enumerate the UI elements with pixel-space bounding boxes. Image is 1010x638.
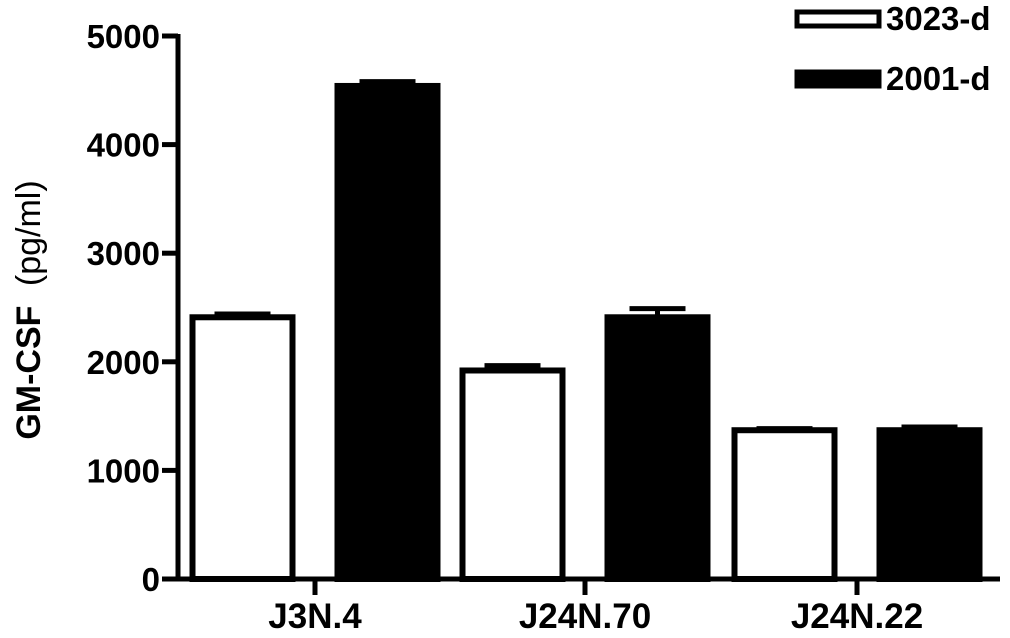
y-tick-label: 1000 <box>87 452 160 489</box>
bar-3023-d-J24N.70 <box>459 367 566 582</box>
y-tick-label: 3000 <box>87 235 160 272</box>
legend-swatch-2001-d <box>794 69 882 89</box>
y-ticks: 0 1000 2000 3000 4000 5000 <box>87 18 178 598</box>
y-axis-title: GM-CSF (pg/ml) <box>10 180 48 439</box>
x-tick-label: J3N.4 <box>268 597 362 636</box>
legend-swatch-3023-d <box>794 9 882 29</box>
y-axis-title-main: GM-CSF <box>10 306 48 440</box>
bar-3023-d-J24N.22 <box>731 427 838 582</box>
x-tick-label: J24N.70 <box>519 597 651 636</box>
error-bars <box>214 79 958 432</box>
y-tick-label: 0 <box>142 561 160 598</box>
y-tick-label: 5000 <box>87 18 160 55</box>
x-tick-label: J24N.22 <box>791 597 923 636</box>
y-axis-title-unit: (pg/ml) <box>10 180 48 286</box>
bar-2001-d-J24N.70 <box>604 314 711 582</box>
legend-label-2001-d: 2001-d <box>886 60 991 97</box>
bar-3023-d-J3N.4 <box>189 314 296 582</box>
axes <box>175 34 1000 582</box>
bar-2001-d-J3N.4 <box>334 82 441 583</box>
legend-label-3023-d: 3023-d <box>886 0 991 37</box>
y-tick-label: 4000 <box>87 127 160 164</box>
legend: 3023-d 2001-d <box>794 0 991 97</box>
bars <box>189 82 983 583</box>
bar-2001-d-J24N.22 <box>876 427 983 582</box>
y-tick-label: 2000 <box>87 344 160 381</box>
x-tick-labels: J3N.4 J24N.70 J24N.22 <box>268 579 923 636</box>
